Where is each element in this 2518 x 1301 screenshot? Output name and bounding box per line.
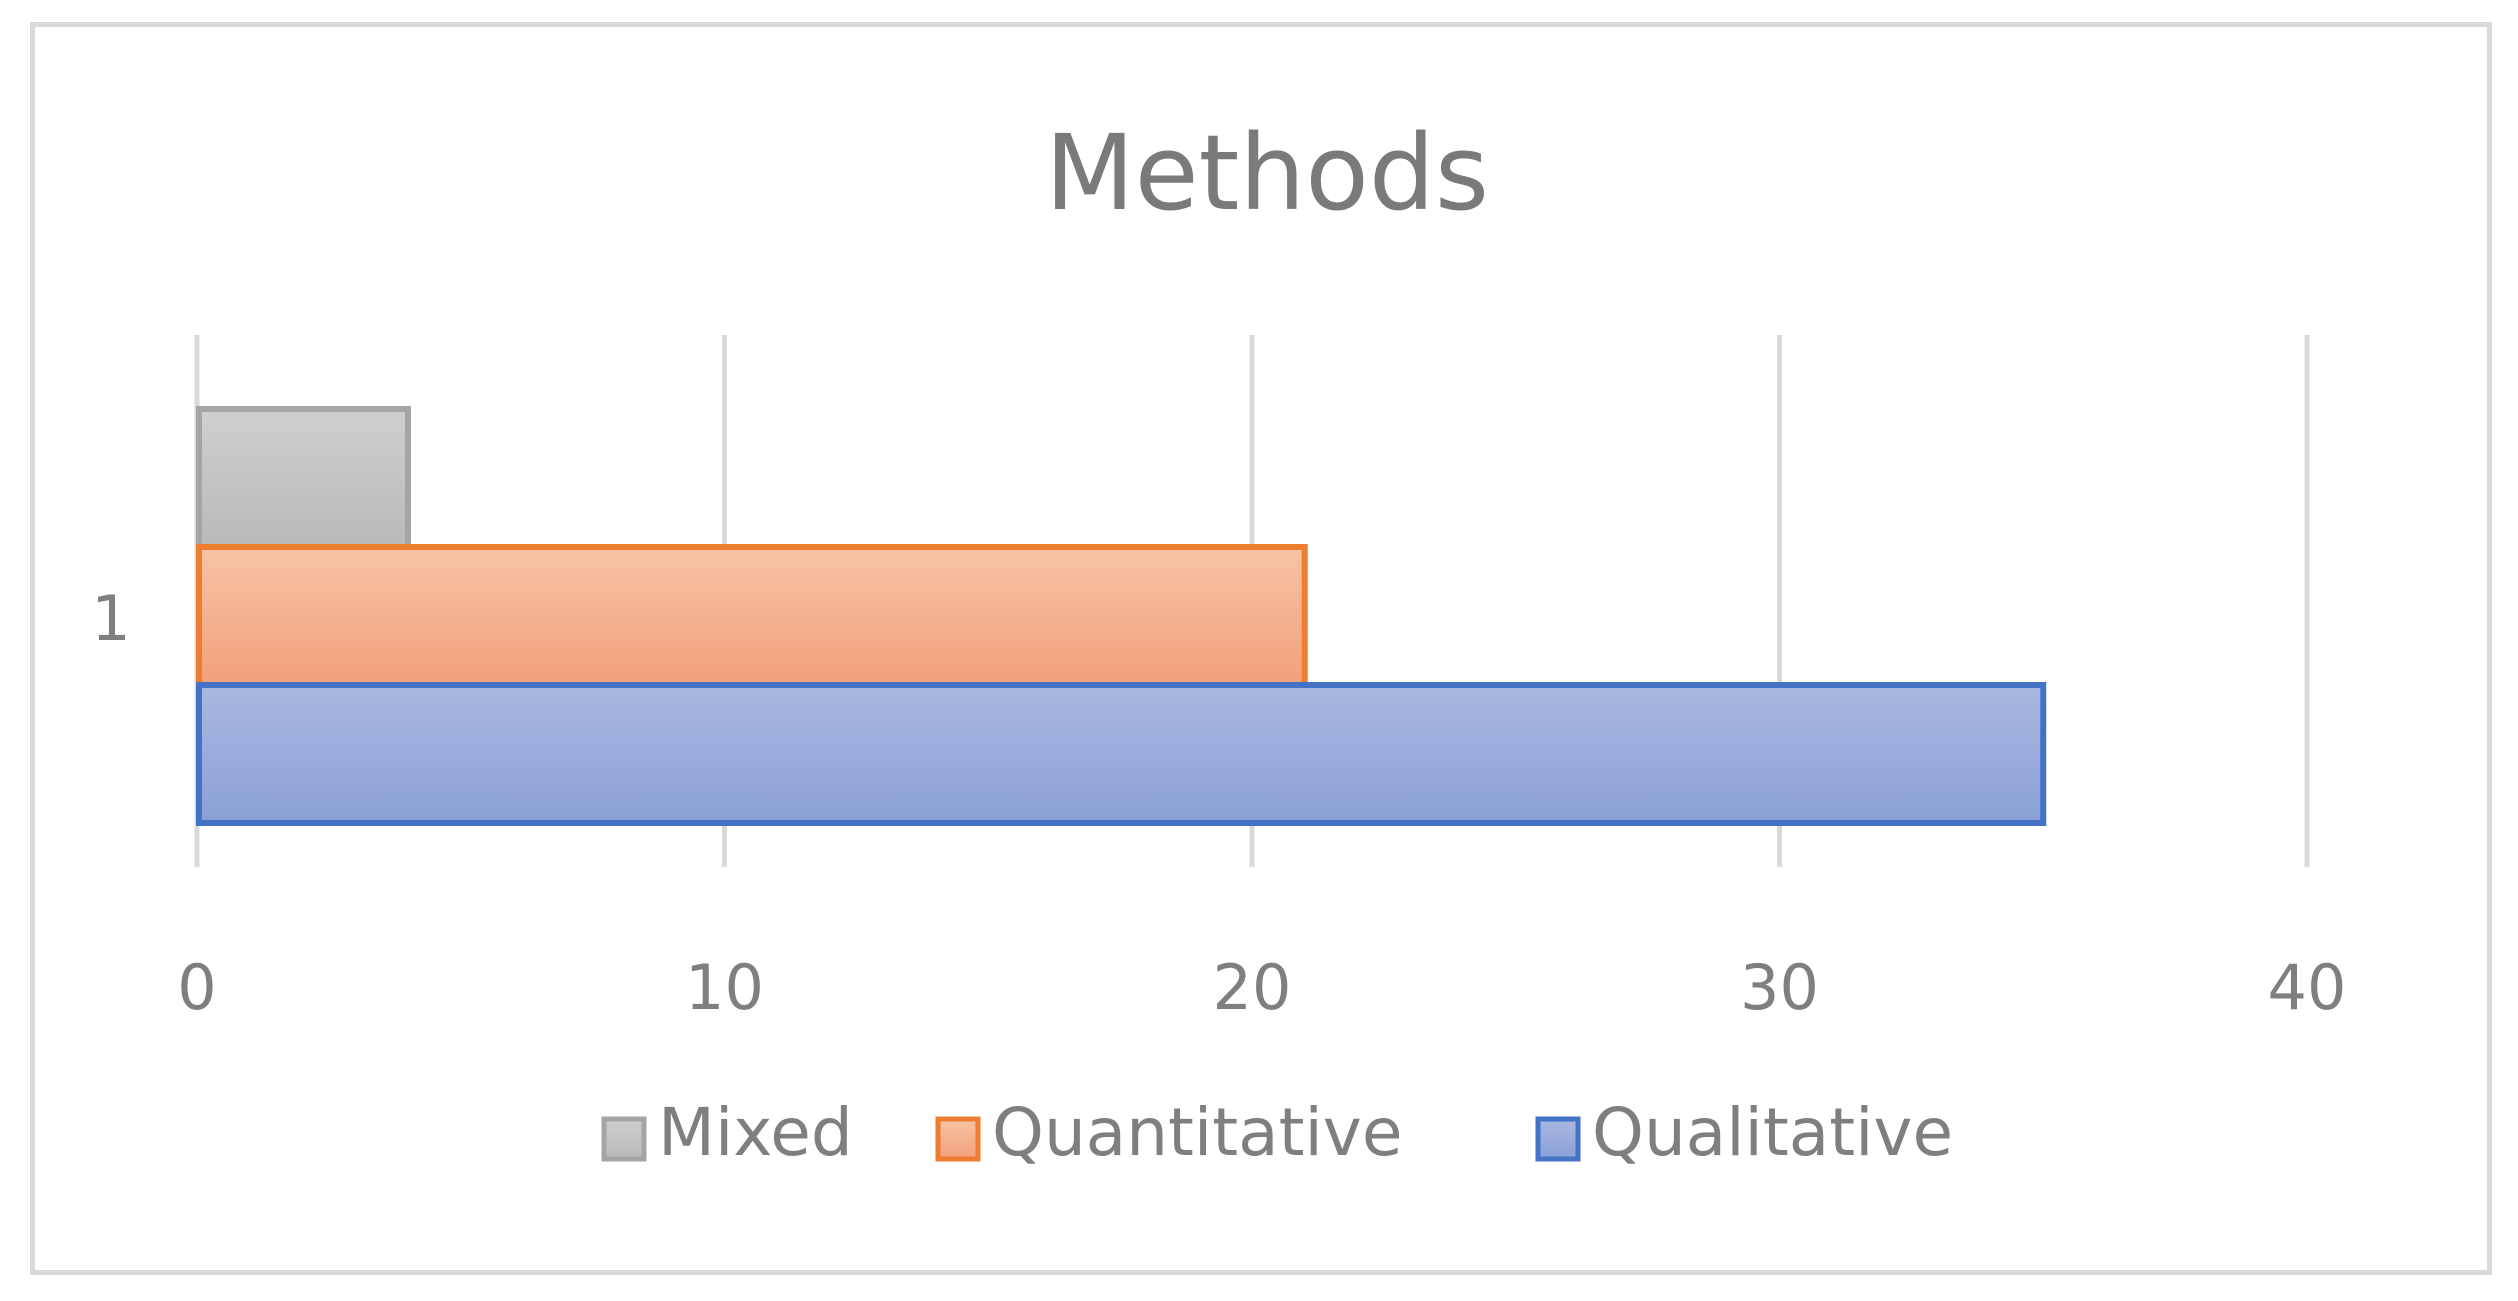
x-tick-label: 40 <box>2268 951 2347 1024</box>
legend-item-mixed[interactable]: Mixed <box>601 1094 853 1171</box>
bar-quantitative <box>196 544 1308 688</box>
legend-swatch <box>1535 1116 1581 1162</box>
bars <box>196 406 2047 826</box>
legend-swatch <box>935 1116 981 1162</box>
legend[interactable]: Mixed Quantitative Qualitative <box>601 1094 1953 1171</box>
x-tick-label: 20 <box>1213 951 1292 1024</box>
x-tick-label: 30 <box>1740 951 1819 1024</box>
bar-mixed <box>196 406 411 550</box>
legend-item-quantitative[interactable]: Quantitative <box>935 1094 1402 1171</box>
x-axis-ticks: 0 10 20 30 40 <box>177 951 2346 1024</box>
legend-label: Qualitative <box>1592 1094 1953 1171</box>
x-tick-label: 0 <box>177 951 216 1024</box>
legend-label: Mixed <box>658 1094 853 1171</box>
y-tick-label: 1 <box>91 582 130 655</box>
bar-qualitative <box>196 682 2047 826</box>
legend-label: Quantitative <box>992 1094 1402 1171</box>
chart-title: Methods <box>1045 112 1489 234</box>
legend-item-qualitative[interactable]: Qualitative <box>1535 1094 1953 1171</box>
x-tick-label: 10 <box>685 951 764 1024</box>
legend-swatch <box>601 1116 647 1162</box>
y-axis-ticks: 1 <box>91 582 130 655</box>
bar-chart: Methods 0 10 20 30 40 1 Mixed Quantitative Qua… <box>91 112 2346 1171</box>
chart-area: Methods 0 10 20 30 40 1 Mixed Quantitative Qua… <box>30 22 2492 1275</box>
